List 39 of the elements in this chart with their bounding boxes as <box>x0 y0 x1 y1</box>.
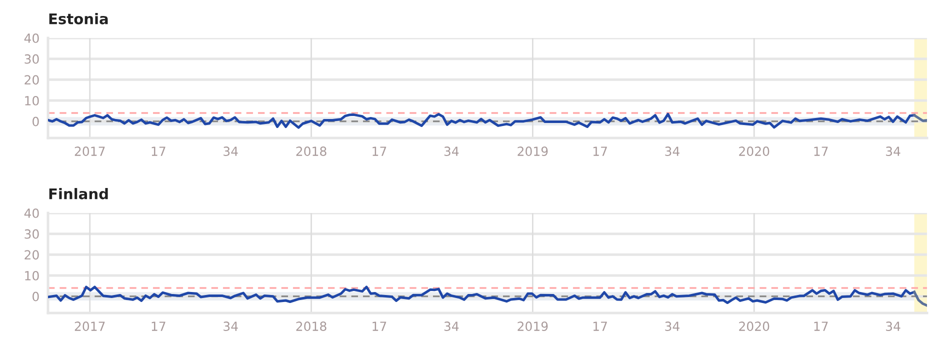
x-tick-label: 2018 <box>296 146 326 156</box>
x-tick-label: 2020 <box>739 146 770 156</box>
y-tick-label: 10 <box>25 96 39 106</box>
x-tick-label: 34 <box>665 146 680 156</box>
x-tick-label: 2020 <box>739 322 770 332</box>
y-tick-label: 10 <box>25 270 39 280</box>
y-tick-label: 30 <box>24 54 39 64</box>
x-tick-label: 2019 <box>518 146 548 156</box>
y-tick-label: 30 <box>24 229 39 239</box>
x-tick-label: 17 <box>593 146 607 156</box>
line-series <box>913 290 927 307</box>
y-tick-label: 40 <box>24 208 39 218</box>
y-tick-label: 0 <box>32 116 39 126</box>
x-tick-label: 34 <box>224 322 238 332</box>
x-tick-label: 17 <box>372 146 386 156</box>
x-tick-label: 2017 <box>74 146 105 156</box>
x-tick-label: 34 <box>444 322 459 332</box>
x-tick-label: 2017 <box>74 322 105 332</box>
line-series <box>48 112 916 129</box>
x-tick-label: 17 <box>152 322 166 331</box>
x-tick-label: 17 <box>593 322 607 331</box>
x-tick-label: 34 <box>224 146 238 156</box>
x-tick-label: 34 <box>444 146 459 156</box>
x-tick-label: 34 <box>665 322 680 332</box>
chart-title: Estonia <box>49 13 108 24</box>
line-series <box>48 286 916 304</box>
y-tick-label: 0 <box>32 292 39 302</box>
x-tick-label: 17 <box>814 322 828 331</box>
y-tick-label: 20 <box>24 250 39 260</box>
x-tick-label: 2019 <box>518 322 548 332</box>
x-tick-label: 17 <box>152 146 166 156</box>
y-tick-label: 20 <box>24 75 39 85</box>
y-tick-label: 40 <box>24 33 39 43</box>
x-tick-label: 17 <box>814 146 828 156</box>
x-tick-label: 17 <box>372 322 386 331</box>
x-tick-label: 2018 <box>296 322 326 332</box>
chart-title: Finland <box>49 188 108 200</box>
x-tick-label: 34 <box>886 322 900 332</box>
x-tick-label: 34 <box>886 146 900 156</box>
